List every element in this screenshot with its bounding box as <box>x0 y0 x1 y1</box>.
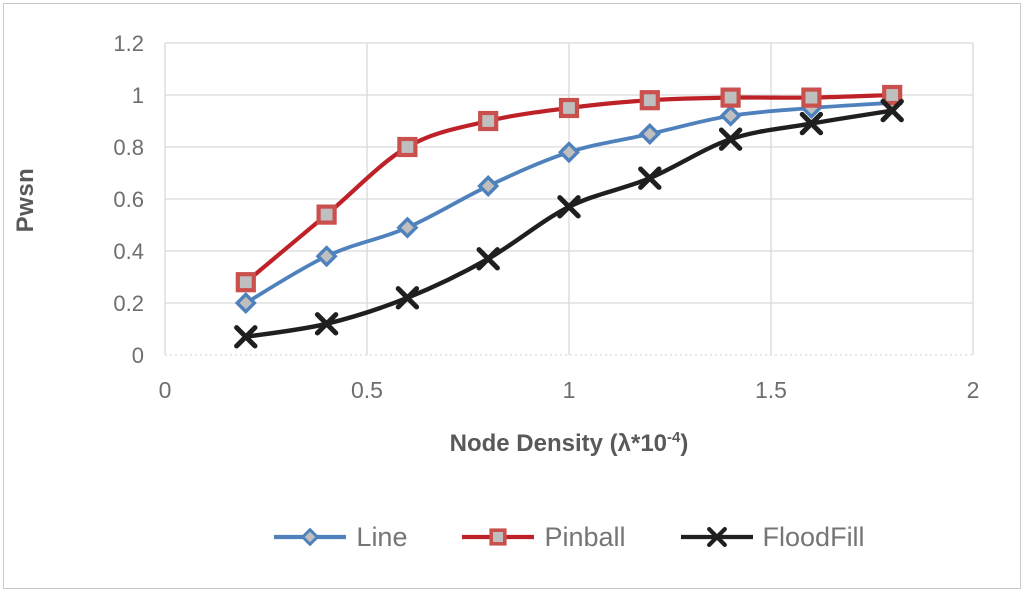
svg-text:0.8: 0.8 <box>113 135 144 160</box>
series-floodfill <box>234 98 904 349</box>
gridlines <box>164 42 974 356</box>
svg-text:1.2: 1.2 <box>113 31 144 56</box>
x-tick-labels: 0 0.5 1 1.5 2 <box>159 377 980 403</box>
x-axis-title: Node Density (λ*10-4) <box>165 430 973 458</box>
svg-text:0: 0 <box>132 343 144 368</box>
y-tick-labels: 0 0.2 0.4 0.6 0.8 1 1.2 <box>113 31 144 368</box>
x-axis-title-text: Node Density (λ*10 <box>449 430 668 457</box>
svg-text:0.5: 0.5 <box>351 377 383 403</box>
legend: Line Pinball FloodFill <box>165 518 973 556</box>
y-axis-title: Pwsn <box>12 167 39 233</box>
series-pinball <box>235 84 903 293</box>
x-axis-title-suffix: ) <box>680 430 689 457</box>
svg-text:0: 0 <box>159 377 172 403</box>
legend-item-line: Line <box>273 522 407 552</box>
x-axis-title-superscript: -4 <box>667 429 681 446</box>
svg-text:1: 1 <box>132 83 144 108</box>
square-marker-icon <box>462 528 535 546</box>
x-marker-icon <box>680 527 753 547</box>
legend-label-pinball: Pinball <box>544 521 626 552</box>
legend-label-line: Line <box>356 521 408 552</box>
svg-text:1.5: 1.5 <box>755 377 787 403</box>
legend-item-pinball: Pinball <box>461 521 626 552</box>
svg-text:1: 1 <box>563 377 576 403</box>
svg-text:0.6: 0.6 <box>113 187 144 212</box>
legend-label-floodfill: FloodFill <box>762 521 865 552</box>
svg-text:2: 2 <box>967 377 980 403</box>
svg-text:0.4: 0.4 <box>113 239 144 264</box>
svg-text:0.2: 0.2 <box>113 291 144 316</box>
legend-item-floodfill: FloodFill <box>680 522 865 552</box>
diamond-marker-icon <box>274 527 347 547</box>
